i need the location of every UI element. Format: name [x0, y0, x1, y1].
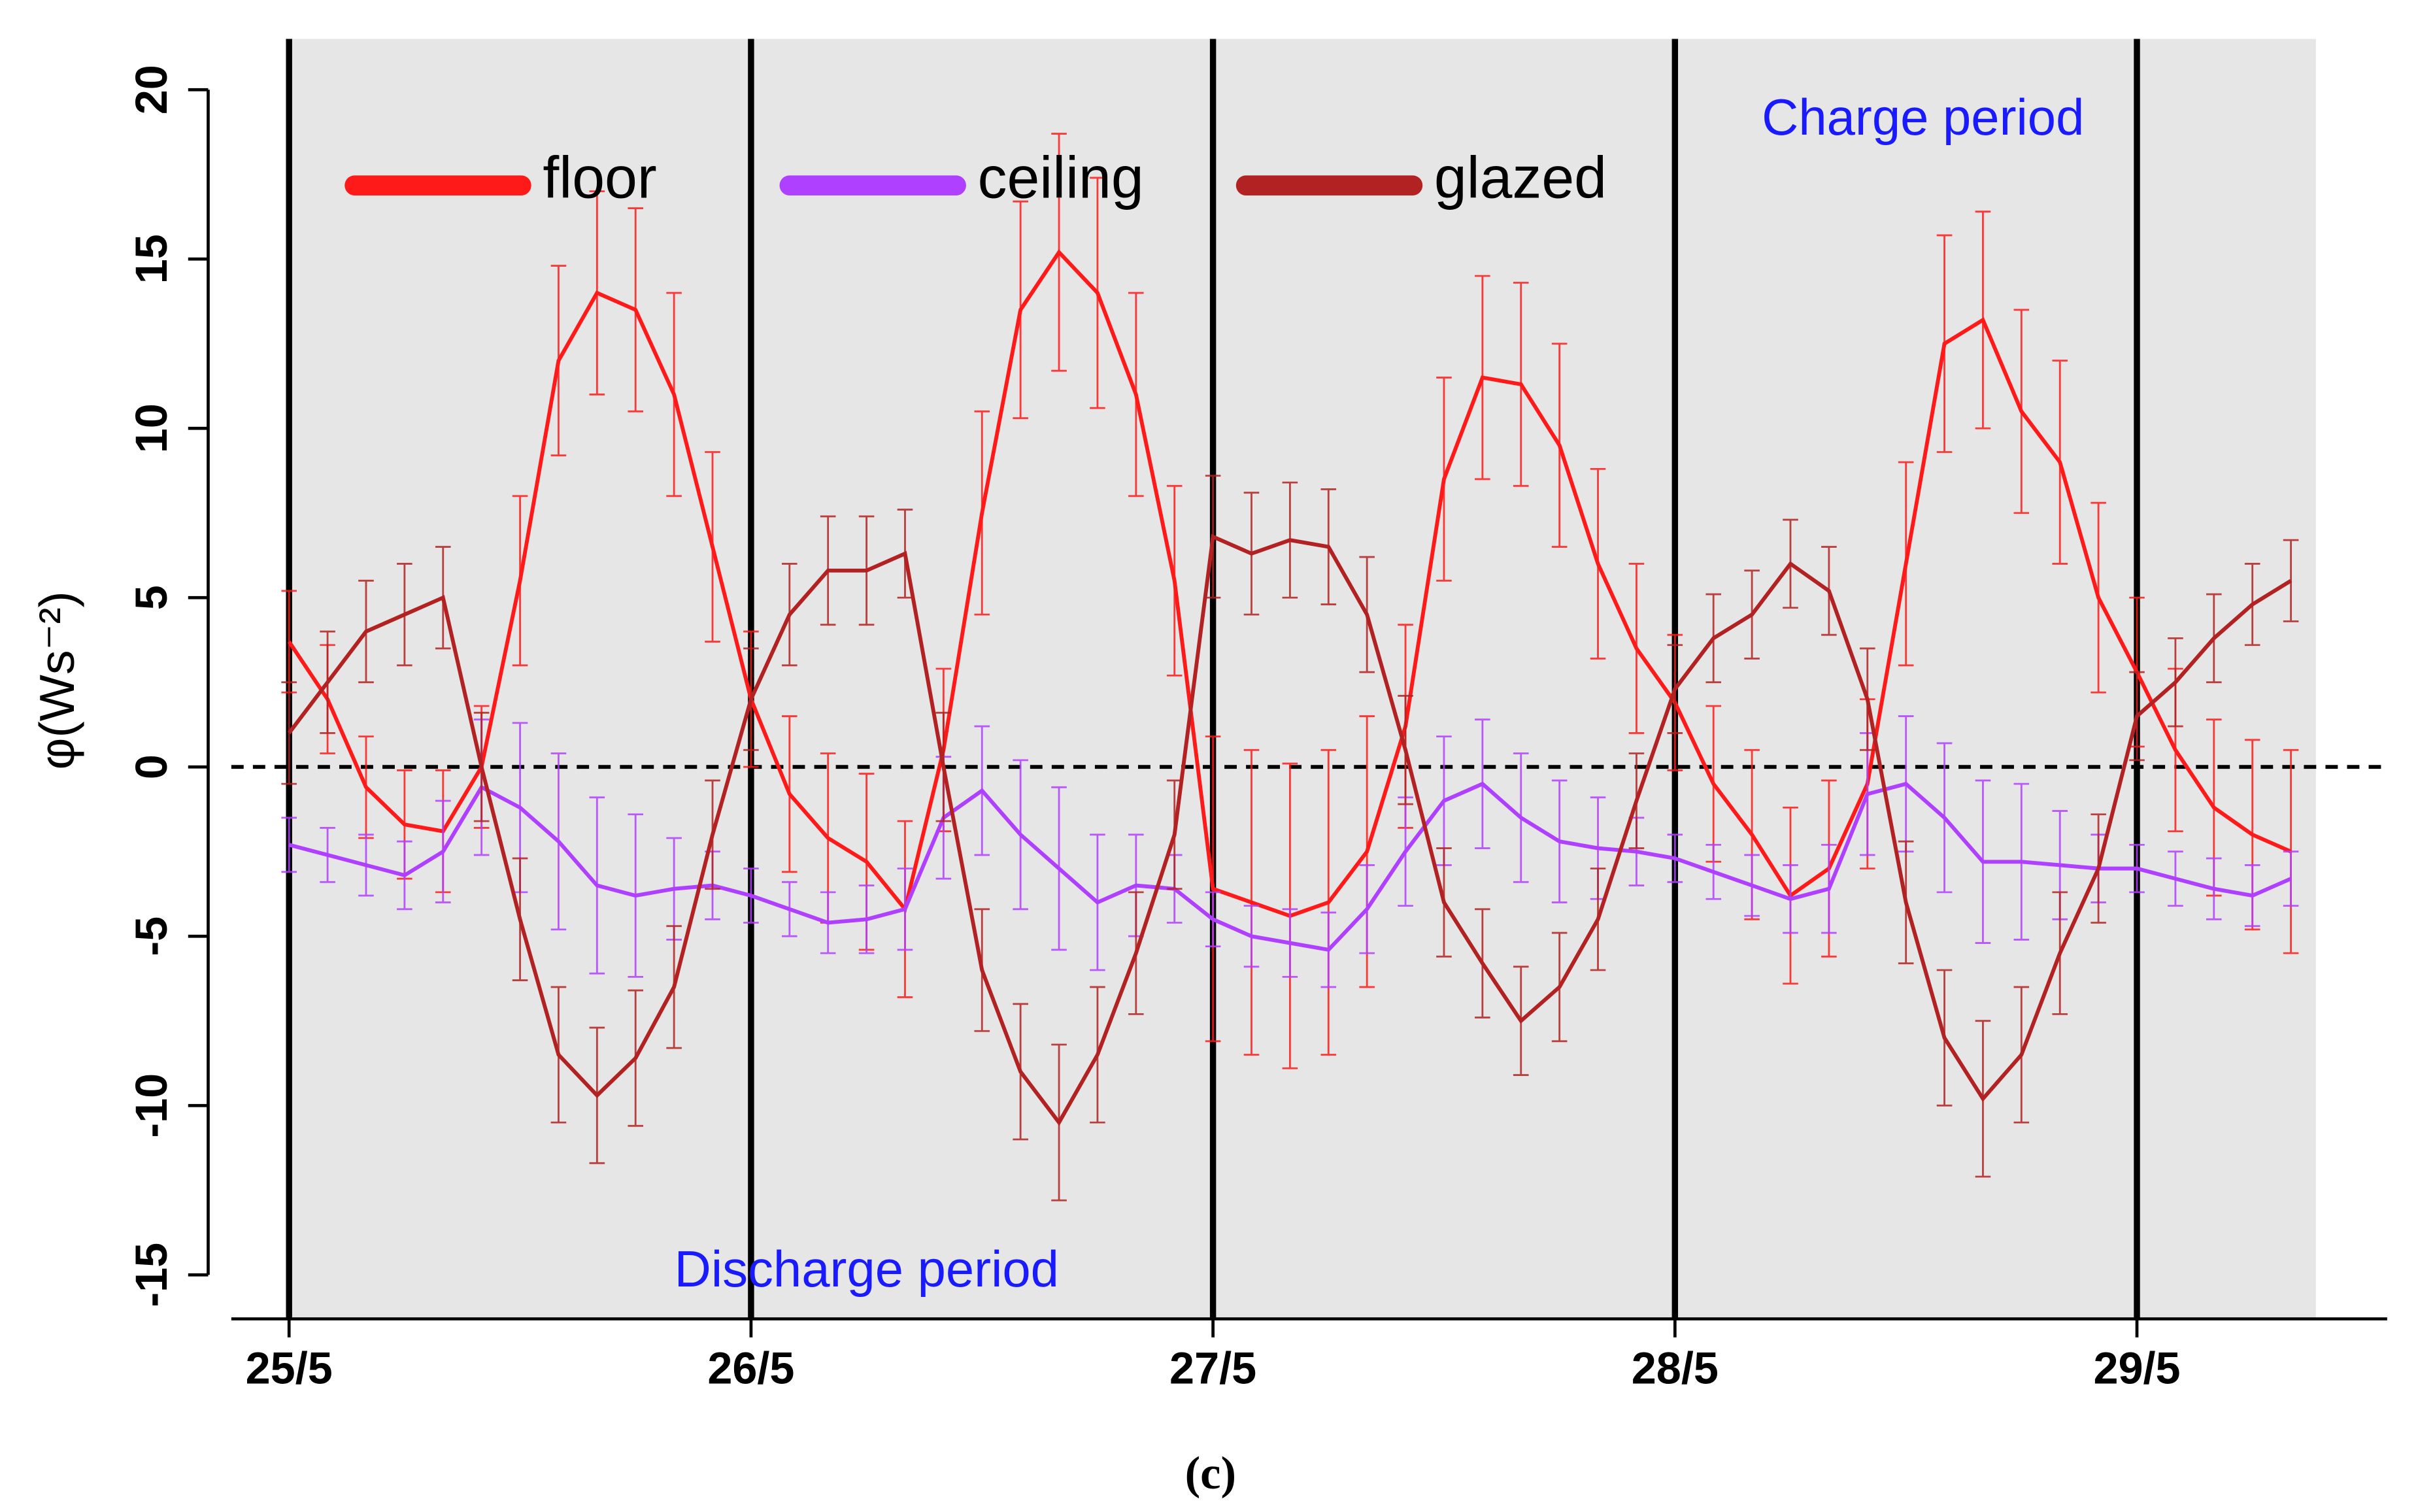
y-tick-label: -15 [127, 1243, 176, 1307]
x-tick-label: 26/5 [707, 1344, 794, 1394]
x-tick-label: 28/5 [1632, 1344, 1719, 1394]
legend-label: ceiling [978, 145, 1144, 210]
error-bar [2283, 539, 2299, 622]
legend-label: floor [543, 145, 656, 210]
error-bar [2283, 850, 2299, 907]
plot-background [289, 39, 2316, 1319]
y-tick-label: 5 [127, 585, 176, 610]
y-tick-label: 10 [127, 403, 176, 453]
annotation: Charge period [1762, 90, 2084, 146]
error-bar [281, 816, 297, 873]
x-tick-label: 25/5 [246, 1344, 333, 1394]
y-tick-label: -5 [127, 916, 176, 956]
y-tick-label: 15 [127, 234, 176, 284]
series-line [287, 533, 2292, 1126]
y-axis-label: φ(Ws⁻²) [29, 591, 84, 769]
annotation: Discharge period [675, 1241, 1059, 1298]
y-tick-label: 0 [127, 754, 176, 779]
y-tick-label: 20 [127, 65, 176, 114]
x-tick-label: 27/5 [1169, 1344, 1256, 1394]
y-tick-label: -10 [127, 1073, 176, 1138]
x-tick-label: 29/5 [2093, 1344, 2180, 1394]
legend-label: glazed [1434, 145, 1607, 210]
caption: (c) [1185, 1448, 1237, 1499]
series-line [288, 781, 2292, 952]
error-bar [281, 681, 297, 785]
